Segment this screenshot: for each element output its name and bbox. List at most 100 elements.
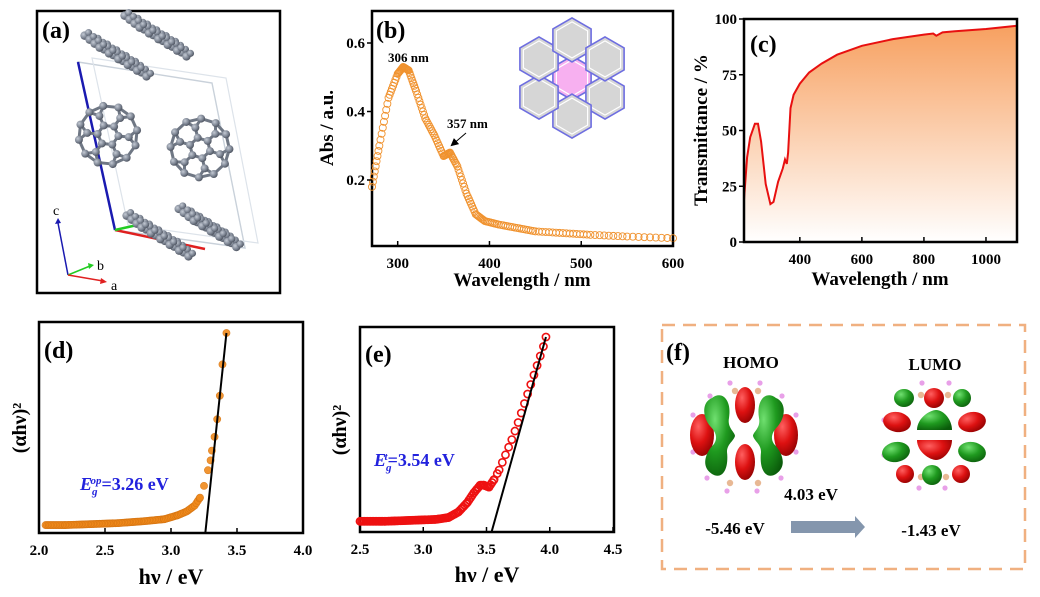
carbon-atom — [95, 111, 104, 120]
data-point — [613, 232, 622, 241]
carbon-atom — [137, 64, 145, 72]
data-point — [454, 165, 463, 174]
data-point — [368, 177, 377, 186]
transmittance-line — [743, 24, 1018, 206]
data-point — [379, 117, 388, 126]
carbon-atom — [99, 121, 108, 130]
carbon-atom — [944, 391, 952, 399]
data-point — [501, 450, 510, 460]
carbon-atom — [168, 38, 176, 46]
hydrogen-atom — [690, 412, 696, 418]
panel-e-frame — [358, 325, 616, 534]
ring-inner-line — [588, 78, 622, 116]
x-tick-label: 600 — [851, 252, 874, 268]
carbon-atom — [99, 101, 108, 110]
x-tick-label: 4.0 — [540, 542, 559, 558]
stacked-molecules — [122, 209, 197, 261]
data-point — [657, 233, 666, 242]
data-point — [196, 493, 204, 502]
panel-d-label: (d) — [44, 338, 73, 364]
hydrogen-atom — [778, 475, 784, 481]
carbon-atom — [118, 52, 126, 60]
data-point — [618, 232, 627, 241]
hydrogen-atom — [946, 380, 952, 386]
outer-ring — [585, 74, 625, 121]
data-point — [583, 230, 591, 239]
x-tick-label: 2.0 — [30, 543, 49, 559]
data-point — [383, 99, 392, 108]
carbon-atom — [160, 232, 168, 240]
hydrogen-atom — [919, 380, 925, 386]
carbon-atom — [99, 41, 108, 49]
homo-label: HOMO — [723, 353, 779, 372]
data-point — [628, 232, 637, 241]
data-point — [604, 231, 613, 240]
carbon-atom — [188, 249, 197, 257]
annotation-306nm: 306 nm — [388, 50, 429, 65]
positive-lobe — [735, 444, 755, 480]
panel-a-frame — [35, 9, 282, 295]
y-tick-label: 75 — [722, 68, 737, 84]
panel-e-xlabel: hν / eV — [455, 562, 520, 587]
panel-e-ticks: 2.5 3.0 3.5 4.0 4.5 — [351, 527, 622, 558]
carbon-atom — [176, 137, 185, 146]
carbon-atom — [81, 149, 90, 158]
y-tick-label: 100 — [715, 12, 738, 28]
y-tick-label: 0.4 — [346, 105, 365, 121]
outer-ring — [552, 16, 592, 63]
data-point — [414, 93, 423, 102]
x-tick-label: 3.0 — [162, 543, 181, 559]
data-point — [634, 232, 643, 241]
negative-lobe — [917, 410, 952, 430]
carbon-atom — [225, 145, 234, 154]
carbon-atom — [116, 114, 125, 123]
carbon-atom — [97, 139, 106, 148]
bandgap-symbol: E — [79, 474, 92, 494]
bandgap-symbol: E — [373, 450, 386, 470]
lumo-orbital — [881, 380, 986, 491]
data-point — [460, 182, 469, 191]
carbon-atom — [194, 214, 202, 222]
stacked-molecules — [120, 9, 195, 61]
lumo-label: LUMO — [909, 355, 962, 374]
x-tick-label: 3.5 — [477, 542, 496, 558]
carbon-atom — [151, 226, 159, 234]
ring-inner-line — [588, 40, 622, 78]
data-point — [510, 426, 520, 436]
data-point — [595, 231, 604, 240]
x-tick-label: 2.5 — [351, 542, 370, 558]
carbon-atom — [83, 128, 92, 137]
carbon-atom — [139, 21, 148, 29]
hydrogen-atom — [793, 412, 799, 418]
positive-lobe — [896, 465, 914, 483]
carbon-atom — [215, 150, 224, 159]
carbon-atom — [112, 150, 121, 159]
carbon-atom — [211, 224, 219, 232]
unit-cell-back — [91, 57, 259, 244]
carbon-atom — [114, 132, 123, 141]
data-point — [412, 86, 420, 95]
data-point — [504, 442, 514, 452]
carbon-atom — [186, 49, 195, 57]
carbon-atom — [205, 147, 214, 156]
data-point — [494, 465, 504, 475]
negative-lobe — [953, 389, 971, 407]
hydrogen-atom — [916, 485, 922, 491]
data-point — [423, 118, 432, 127]
carbon-atom — [198, 154, 207, 163]
carbon-atom — [109, 46, 117, 54]
positive-lobe — [883, 411, 911, 433]
data-point — [200, 481, 208, 490]
positive-lobe — [924, 388, 944, 408]
data-point — [382, 105, 391, 114]
carbon-atom — [203, 136, 212, 145]
data-point — [600, 231, 609, 240]
carbon-atom — [84, 29, 93, 37]
data-point — [371, 162, 380, 171]
hydrogen-atom — [724, 488, 730, 494]
homo-energy: -5.46 eV — [705, 519, 765, 538]
panel-e-bandgap: Egt=3.54 eV — [373, 450, 455, 474]
carbon-atom — [179, 202, 187, 210]
carbon-atom — [93, 158, 102, 167]
panel-a: (a) c b a — [35, 9, 282, 295]
